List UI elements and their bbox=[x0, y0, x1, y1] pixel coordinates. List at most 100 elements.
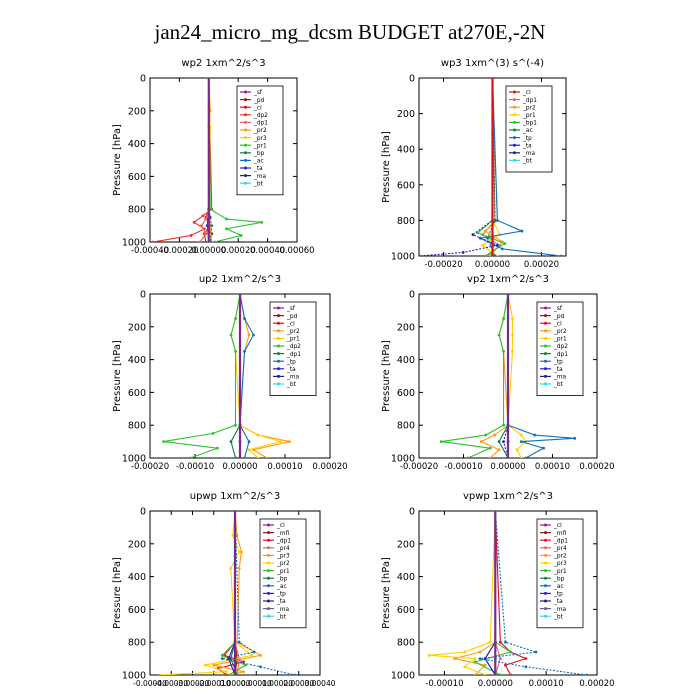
data-point bbox=[242, 660, 245, 664]
x-tick-label: 0.00010 bbox=[535, 462, 570, 472]
y-axis-label: Pressure [hPa] bbox=[381, 131, 392, 203]
legend-marker bbox=[544, 546, 547, 550]
panel-title: wp3 1xm^(3) s^(-4) bbox=[441, 58, 544, 69]
y-tick-label: 600 bbox=[128, 605, 146, 616]
legend-marker bbox=[244, 181, 247, 185]
data-point bbox=[192, 220, 196, 224]
legend-marker bbox=[544, 569, 547, 573]
legend-marker bbox=[544, 538, 547, 542]
data-point bbox=[573, 436, 577, 440]
data-point bbox=[213, 240, 217, 242]
data-point bbox=[256, 433, 260, 437]
legend-marker bbox=[513, 113, 516, 117]
legend-label: _bt bbox=[286, 382, 297, 388]
data-point bbox=[189, 234, 193, 237]
legend-marker bbox=[267, 546, 270, 550]
legend-marker bbox=[544, 314, 547, 318]
legend-label: _dp2 bbox=[286, 344, 301, 350]
data-point bbox=[519, 456, 523, 458]
data-point bbox=[496, 219, 499, 222]
data-point bbox=[419, 254, 421, 256]
data-point bbox=[212, 663, 216, 667]
data-point bbox=[162, 440, 165, 443]
series-line-dp1 bbox=[216, 511, 246, 675]
legend-marker bbox=[244, 151, 247, 155]
legend-marker bbox=[244, 128, 247, 132]
legend-marker bbox=[544, 531, 547, 535]
data-point bbox=[463, 665, 467, 669]
data-point bbox=[453, 657, 456, 660]
data-point bbox=[234, 423, 237, 427]
legend-label: _bp1 bbox=[522, 121, 537, 127]
x-tick-label: 0.00030 bbox=[283, 679, 314, 688]
series-line-tp bbox=[484, 511, 496, 675]
legend-label: _ac bbox=[276, 584, 287, 590]
legend-label: _ta bbox=[553, 599, 563, 605]
data-point bbox=[493, 433, 497, 437]
plot-frame bbox=[418, 510, 598, 676]
panel-4: upwp 1xm^2/s^3 Pressure [hPa] 0 200 400 600 80… bbox=[112, 491, 336, 688]
legend-marker bbox=[277, 382, 280, 386]
data-point bbox=[502, 350, 505, 353]
data-point bbox=[511, 350, 514, 353]
data-point bbox=[204, 232, 208, 236]
y-axis-label: Pressure [hPa] bbox=[381, 557, 392, 629]
legend-label: _pr3 bbox=[276, 554, 290, 560]
x-tick-label: 0.00040 bbox=[304, 679, 335, 688]
legend-marker bbox=[277, 344, 280, 348]
series-line-ac bbox=[487, 78, 496, 256]
legend-label: _cl bbox=[522, 90, 531, 96]
series-line-pr1 bbox=[473, 511, 512, 675]
legend-label: _dp2 bbox=[253, 113, 268, 119]
legend-marker bbox=[244, 120, 247, 124]
data-point bbox=[466, 456, 470, 458]
legend-label: _sf bbox=[553, 306, 563, 312]
data-point bbox=[234, 350, 237, 353]
data-point bbox=[216, 446, 219, 450]
plot-frame bbox=[149, 77, 298, 243]
legend-label: _bp bbox=[553, 576, 565, 582]
x-tick-label: -0.00020 bbox=[424, 260, 462, 270]
y-tick-label: 1000 bbox=[122, 238, 146, 249]
y-tick-label: 800 bbox=[128, 205, 146, 216]
x-tick-label: -0.00020 bbox=[176, 679, 210, 688]
legend-marker bbox=[513, 120, 516, 124]
legend: _sf _pd_cl _pr2 _pr1_dp2 _dp1_tp _ta _ma_bt bbox=[536, 301, 584, 396]
data-point bbox=[473, 660, 477, 664]
data-point bbox=[198, 240, 202, 242]
legend: _cl _mfl_dp1 _pr4 _pr2_pr3 _pr1_bp _ac _tp_ta _… bbox=[536, 518, 584, 629]
x-tick-label: -0.00030 bbox=[154, 679, 188, 688]
data-point bbox=[229, 657, 233, 660]
series-line-pr1 bbox=[507, 294, 527, 458]
legend-marker bbox=[277, 336, 280, 340]
data-point bbox=[481, 243, 485, 247]
legend-label: _pr4 bbox=[276, 546, 290, 552]
y-tick-label: 1000 bbox=[391, 252, 415, 263]
data-point bbox=[502, 317, 505, 320]
legend: _sf _pd_cl _dp2 _dp1_pr2 _pr3_pr1 _bp _ac_ta _m… bbox=[236, 85, 284, 196]
data-point bbox=[244, 663, 248, 667]
legend-marker bbox=[244, 136, 247, 140]
data-point bbox=[496, 243, 499, 247]
legend-label: _dp1 bbox=[522, 98, 537, 104]
panel-title: wp2 1xm^2/s^3 bbox=[181, 58, 265, 69]
y-tick-label: 800 bbox=[128, 421, 146, 432]
data-point bbox=[473, 673, 477, 675]
legend-label: _pr1 bbox=[522, 113, 536, 119]
legend-marker bbox=[267, 584, 270, 588]
legend-marker bbox=[244, 174, 247, 178]
x-tick-label: 0.00020 bbox=[312, 462, 347, 472]
legend-label: _dp1 bbox=[253, 121, 268, 127]
data-point bbox=[260, 220, 264, 224]
y-tick-label: 600 bbox=[128, 172, 146, 183]
legend-label: _ta bbox=[522, 143, 532, 149]
data-point bbox=[237, 567, 241, 570]
x-tick-label: -0.00040 bbox=[133, 679, 167, 688]
legend-label: _ta bbox=[276, 599, 286, 605]
series-group bbox=[151, 78, 264, 242]
data-point bbox=[235, 673, 239, 675]
legend-label: _pr2 bbox=[553, 329, 567, 335]
legend-label: _pr3 bbox=[553, 561, 567, 567]
legend: _cl _dp1_pr2 _pr1 _bp1_ac _tp_ta _ma _bt bbox=[505, 85, 553, 173]
